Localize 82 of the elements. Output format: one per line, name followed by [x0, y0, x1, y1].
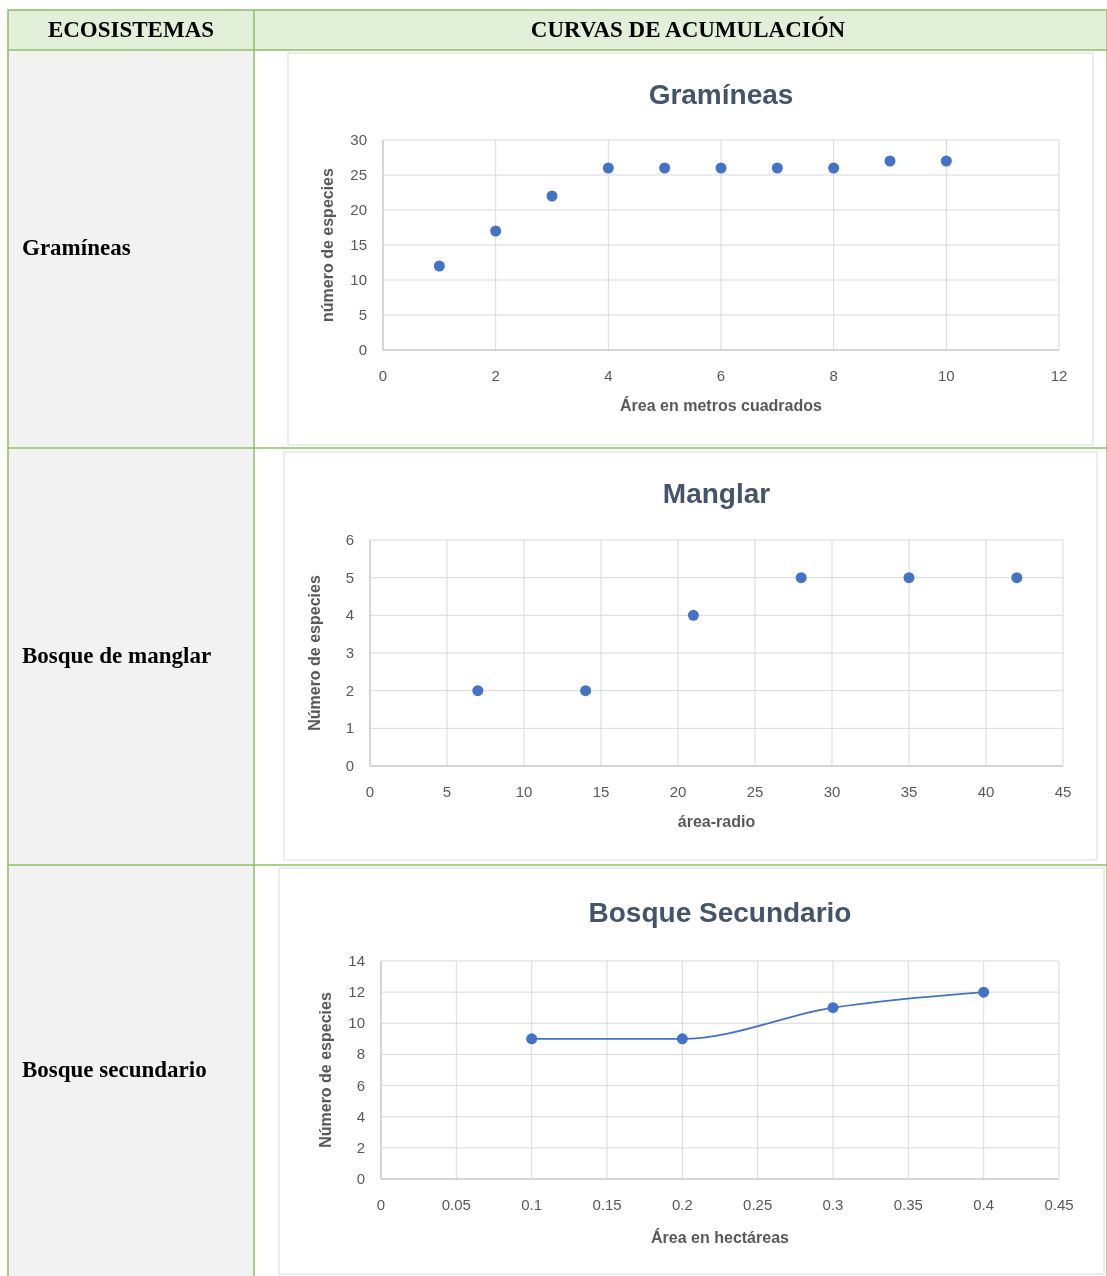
chart-title: Gramíneas [648, 79, 794, 110]
text: CURVAS DE ACUMULACIÓN [530, 16, 846, 42]
x-tick-label: 4 [604, 367, 613, 384]
text: ECOSISTEMAS [47, 17, 215, 42]
x-tick-label: 0.15 [592, 1196, 622, 1213]
x-tick-label: 0 [376, 1196, 386, 1213]
y-tick-label: 2 [356, 1138, 365, 1156]
x-tick-label: 6 [716, 367, 726, 384]
point [940, 155, 952, 167]
y-tick-label: 4 [356, 1107, 365, 1125]
y-tick-label: 12 [348, 983, 365, 1001]
x-tick-label: 20 [669, 783, 687, 800]
y-tick-label: 1 [345, 719, 354, 737]
x-tick-label: 0.4 [973, 1196, 995, 1213]
point [472, 685, 484, 697]
y-tick-label: 8 [356, 1045, 365, 1063]
point [526, 1033, 538, 1045]
point [884, 155, 896, 167]
x-tick-label: 35 [900, 783, 918, 800]
point [580, 685, 592, 697]
y-tick-label: 6 [356, 1076, 365, 1094]
point [602, 162, 614, 174]
x-axis-title: área-radio [677, 813, 756, 830]
x-tick-label: 0 [378, 367, 388, 384]
y-tick-label: 10 [350, 271, 367, 288]
y-tick-label: 30 [350, 131, 367, 148]
x-tick-label: 0.45 [1044, 1196, 1074, 1213]
point [659, 162, 671, 174]
y-tick-label: 4 [345, 606, 354, 624]
y-axis-title: Número de especies [317, 992, 334, 1148]
y-tick-label: 14 [348, 952, 365, 969]
x-tick-label: 2 [491, 367, 500, 384]
point [771, 162, 783, 174]
x-tick-label: 30 [823, 783, 841, 800]
x-tick-label: 25 [746, 783, 764, 800]
x-axis-title: Área en hectáreas [651, 1228, 790, 1246]
x-tick-label: 5 [442, 783, 452, 800]
y-tick-label: 3 [345, 644, 354, 661]
point [546, 190, 558, 202]
y-tick-label: 6 [345, 531, 354, 548]
x-tick-label: 0.35 [893, 1196, 923, 1213]
point [978, 986, 990, 998]
point [1011, 572, 1023, 584]
point [903, 572, 915, 584]
chart-title: Manglar [662, 478, 771, 509]
point [715, 162, 727, 174]
x-tick-label: 0.25 [743, 1196, 773, 1213]
x-tick-label: 0.2 [671, 1196, 693, 1213]
y-tick-label: 10 [348, 1014, 365, 1032]
y-tick-label: 20 [350, 201, 367, 218]
point [827, 1002, 839, 1014]
x-tick-label: 0.3 [822, 1196, 844, 1213]
x-tick-label: 0.05 [441, 1196, 471, 1213]
point [433, 260, 445, 272]
y-tick-label: 5 [345, 568, 354, 586]
point [490, 225, 502, 237]
point [687, 609, 699, 621]
text: Bosque secundario [22, 1056, 207, 1082]
x-tick-label: 15 [592, 783, 610, 800]
x-tick-label: 40 [977, 783, 995, 800]
y-axis-title: número de especies [319, 167, 336, 322]
point [795, 572, 807, 584]
y-axis-title: Número de especies [306, 575, 323, 731]
y-tick-label: 25 [350, 166, 367, 183]
text: Gramíneas [22, 235, 131, 260]
y-tick-label: 0 [358, 341, 367, 358]
x-tick-label: 45 [1054, 783, 1072, 800]
x-tick-label: 8 [829, 367, 838, 384]
y-tick-label: 0 [345, 757, 354, 774]
point [828, 162, 840, 174]
x-tick-label: 12 [1050, 367, 1068, 384]
x-axis-title: Área en metros cuadrados [620, 396, 823, 414]
chart-title: Bosque Secundario [588, 897, 852, 928]
x-tick-label: 10 [937, 367, 955, 384]
y-tick-label: 5 [358, 306, 367, 323]
y-tick-label: 15 [350, 236, 367, 253]
x-tick-label: 10 [515, 783, 533, 800]
point [676, 1033, 688, 1045]
text: Bosque de manglar [22, 642, 212, 668]
y-tick-label: 0 [356, 1170, 365, 1187]
y-tick-label: 2 [345, 681, 354, 699]
x-tick-label: 0.1 [521, 1196, 543, 1213]
